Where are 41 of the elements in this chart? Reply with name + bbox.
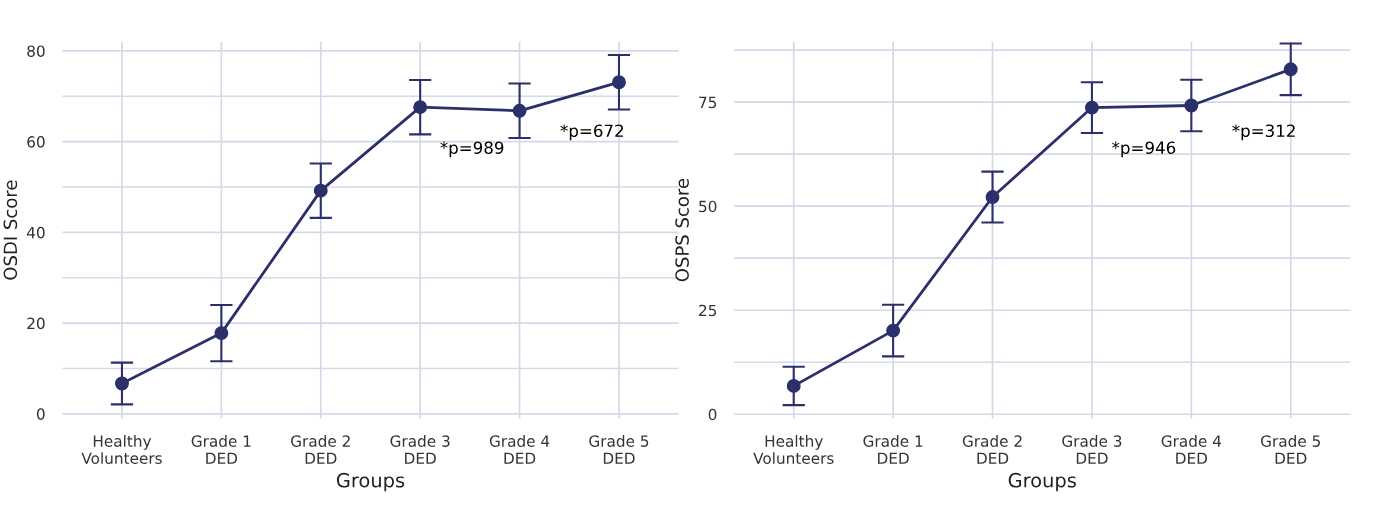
y-tick-label: 80 — [27, 45, 45, 57]
y-tick-label: 50 — [699, 200, 717, 213]
point — [214, 326, 229, 341]
point — [985, 190, 1000, 204]
x-tick-label: Grade 2 DED — [962, 435, 1022, 464]
point — [1283, 62, 1298, 77]
point — [886, 323, 901, 338]
point — [1084, 100, 1099, 115]
x-tick-label: Grade 2 DED — [291, 435, 350, 464]
point — [786, 378, 801, 393]
y-tick-label: 60 — [27, 136, 45, 148]
y-axis-title: OSPS Score — [675, 178, 689, 282]
y-tick-label: 40 — [26, 226, 45, 239]
y-tick-label: 75 — [699, 96, 717, 109]
y-tick-label: 0 — [36, 408, 45, 420]
annotation: *p=989 — [440, 141, 504, 158]
x-tick-label: Healthy Volunteers — [753, 435, 834, 464]
point — [1184, 98, 1199, 113]
point — [413, 100, 428, 115]
point — [313, 183, 328, 198]
y-tick-label: 0 — [708, 408, 717, 421]
x-tick-label: Healthy Volunteers — [81, 435, 162, 464]
x-tick-label: Grade 4 DED — [489, 435, 550, 464]
annotation: *p=312 — [1232, 124, 1295, 141]
x-tick-label: Grade 1 DED — [191, 435, 251, 464]
x-tick-label: Grade 5 DED — [589, 435, 649, 464]
annotation: *p=672 — [560, 124, 624, 141]
y-tick-label: 20 — [27, 317, 45, 330]
x-axis-title: Groups — [1008, 472, 1076, 492]
point — [612, 75, 626, 90]
y-axis-title: OSDI Score — [3, 180, 18, 280]
point — [115, 376, 129, 391]
y-tick-label: 25 — [699, 304, 717, 317]
x-tick-label: Grade 1 DED — [863, 435, 923, 464]
x-axis-title: Groups — [336, 472, 405, 492]
annotation: *p=946 — [1112, 141, 1176, 158]
x-tick-label: Grade 3 DED — [390, 435, 450, 464]
x-tick-label: Grade 4 DED — [1161, 435, 1222, 464]
x-tick-label: Grade 5 DED — [1261, 435, 1320, 464]
point — [512, 103, 527, 118]
x-tick-label: Grade 3 DED — [1062, 435, 1122, 464]
